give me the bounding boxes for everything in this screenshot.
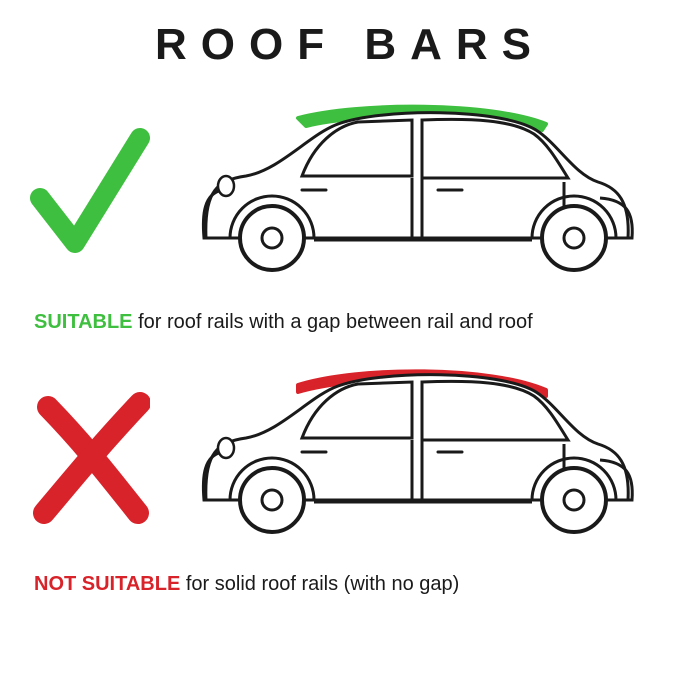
not-suitable-row xyxy=(30,352,670,567)
caption-suitable: SUITABLE for roof rails with a gap betwe… xyxy=(30,311,670,334)
caption-not-suitable: NOT SUITABLE for solid roof rails (with … xyxy=(30,573,670,596)
check-icon xyxy=(30,123,150,273)
car-not-suitable xyxy=(160,352,670,567)
page-title: ROOF BARS xyxy=(30,20,670,70)
cross-icon xyxy=(30,385,150,535)
lead-suitable: SUITABLE xyxy=(34,311,133,333)
car-suitable xyxy=(160,90,670,305)
rest-not-suitable: for solid roof rails (with no gap) xyxy=(180,573,459,595)
rest-suitable: for roof rails with a gap between rail a… xyxy=(133,311,533,333)
suitable-row xyxy=(30,90,670,305)
lead-not-suitable: NOT SUITABLE xyxy=(34,573,180,595)
